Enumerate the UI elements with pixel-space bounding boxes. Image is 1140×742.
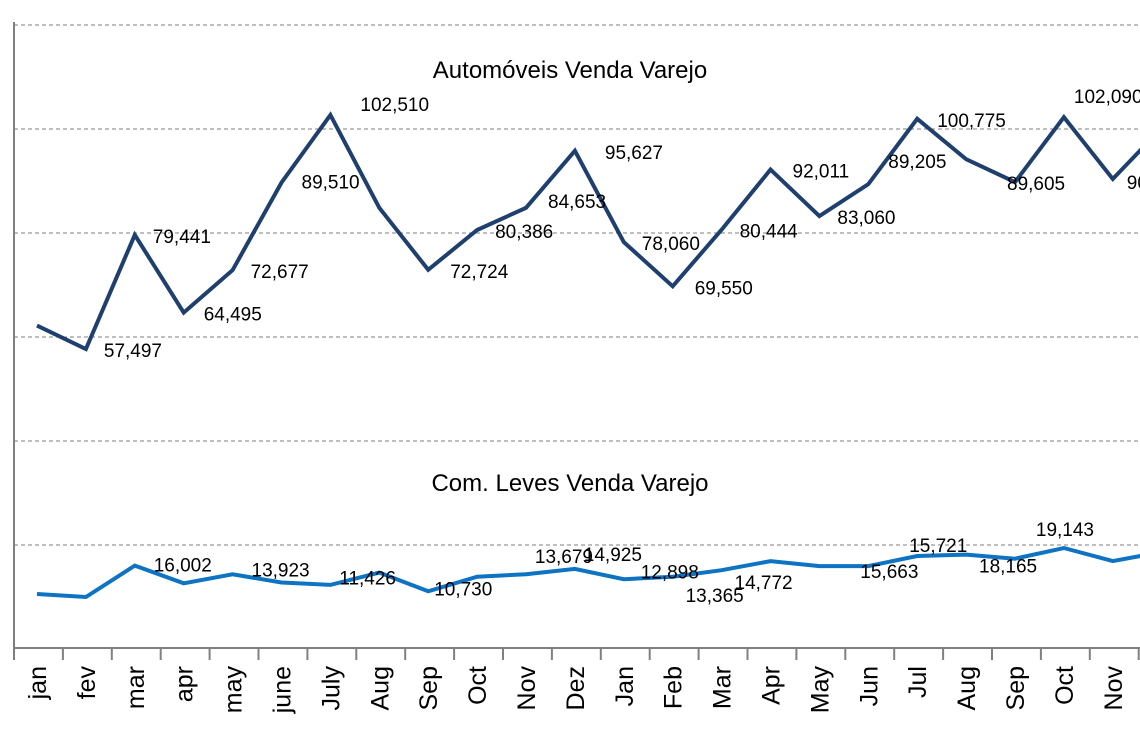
x-tick-label-16: May xyxy=(806,666,834,714)
data-label-automoveis-10: 84,653 xyxy=(548,192,606,213)
x-tick-label-21: Oct xyxy=(1051,666,1079,705)
data-label-automoveis-12: 78,060 xyxy=(642,234,700,255)
data-label-com_leves-17: 15,663 xyxy=(860,562,918,583)
x-tick-label-13: Feb xyxy=(660,666,688,709)
x-tick-label-18: Jul xyxy=(904,666,932,698)
chart-title-automoveis: Automóveis Venda Varejo xyxy=(433,57,707,84)
data-label-com_leves-15: 14,772 xyxy=(735,573,793,594)
data-label-com_leves-14: 13,365 xyxy=(686,586,744,607)
data-label-automoveis-4: 72,677 xyxy=(251,262,309,283)
series-line-automoveis xyxy=(36,111,1140,352)
data-label-automoveis-16: 83,060 xyxy=(837,208,895,229)
data-label-com_leves-13: 12,898 xyxy=(641,563,699,584)
data-label-com_leves-8: 10,730 xyxy=(434,579,492,600)
data-label-automoveis-22: 90, xyxy=(1127,173,1140,194)
x-tick-label-5: june xyxy=(269,666,297,714)
x-tick-label-12: Jan xyxy=(611,666,639,706)
data-label-com_leves-18: 15,721 xyxy=(909,536,967,557)
x-tick-labels: jan fev mar apr may june July Aug Sep Oct Nov Dez Ja… xyxy=(24,666,1128,715)
data-labels: 57,497 79,441 64,495 72,677 89,510 102,510 72,… xyxy=(104,87,1140,607)
data-label-automoveis-15: 92,011 xyxy=(793,162,850,183)
data-label-automoveis-13: 69,550 xyxy=(695,278,753,299)
data-label-com_leves-3: 16,002 xyxy=(154,555,212,576)
data-label-automoveis-5: 89,510 xyxy=(302,173,360,194)
data-label-automoveis-14: 80,444 xyxy=(740,222,799,243)
x-tick-label-14: Mar xyxy=(709,666,737,709)
data-label-automoveis-11: 95,627 xyxy=(605,143,663,164)
data-label-automoveis-9: 80,386 xyxy=(495,222,553,243)
data-label-automoveis-3: 64,495 xyxy=(204,305,262,326)
data-label-automoveis-17: 89,205 xyxy=(888,152,946,173)
data-label-automoveis-18: 100,775 xyxy=(937,111,1006,132)
gridlines xyxy=(14,24,1140,546)
x-tick-label-1: fev xyxy=(73,666,101,700)
data-label-com_leves-20: 18,165 xyxy=(979,557,1037,578)
x-tick-label-19: Aug xyxy=(953,666,981,710)
data-label-com_leves-5: 13,923 xyxy=(252,561,310,582)
x-tick-label-20: Sep xyxy=(1002,666,1030,710)
data-label-com_leves-21: 19,143 xyxy=(1036,520,1094,541)
x-tick-label-7: Aug xyxy=(366,666,394,710)
x-tick-label-0: jan xyxy=(24,666,52,700)
series-line-com_leves xyxy=(36,545,1140,600)
data-label-com_leves-12: 14,925 xyxy=(584,545,642,566)
data-label-automoveis-1: 57,497 xyxy=(104,341,162,362)
x-tick-label-17: Jun xyxy=(855,666,883,706)
x-tick-label-9: Oct xyxy=(464,666,492,705)
data-label-automoveis-6: 102,510 xyxy=(360,95,429,116)
x-tick-label-11: Dez xyxy=(562,666,590,710)
data-label-automoveis-8: 72,724 xyxy=(450,262,509,283)
x-tick-label-2: mar xyxy=(122,666,150,709)
chart-title-com-leves: Com. Leves Venda Varejo xyxy=(431,470,708,497)
data-label-com_leves-7: 11,426 xyxy=(339,569,396,590)
x-tick-label-4: may xyxy=(220,666,248,714)
data-label-automoveis-20: 89,605 xyxy=(1007,174,1065,195)
x-tick-label-15: Apr xyxy=(758,666,786,705)
data-label-com_leves-11: 13,679 xyxy=(535,547,593,568)
x-tick-label-6: July xyxy=(317,666,345,711)
x-tick-label-22: Nov xyxy=(1100,666,1128,711)
data-label-automoveis-21: 102,090 xyxy=(1074,87,1140,108)
x-tick-label-10: Nov xyxy=(513,666,541,711)
x-tick-label-3: apr xyxy=(171,666,199,702)
series-lines xyxy=(36,111,1140,600)
x-axis-ticks xyxy=(13,648,1140,660)
data-label-automoveis-2: 79,441 xyxy=(153,227,211,248)
x-tick-label-8: Sep xyxy=(415,666,443,710)
